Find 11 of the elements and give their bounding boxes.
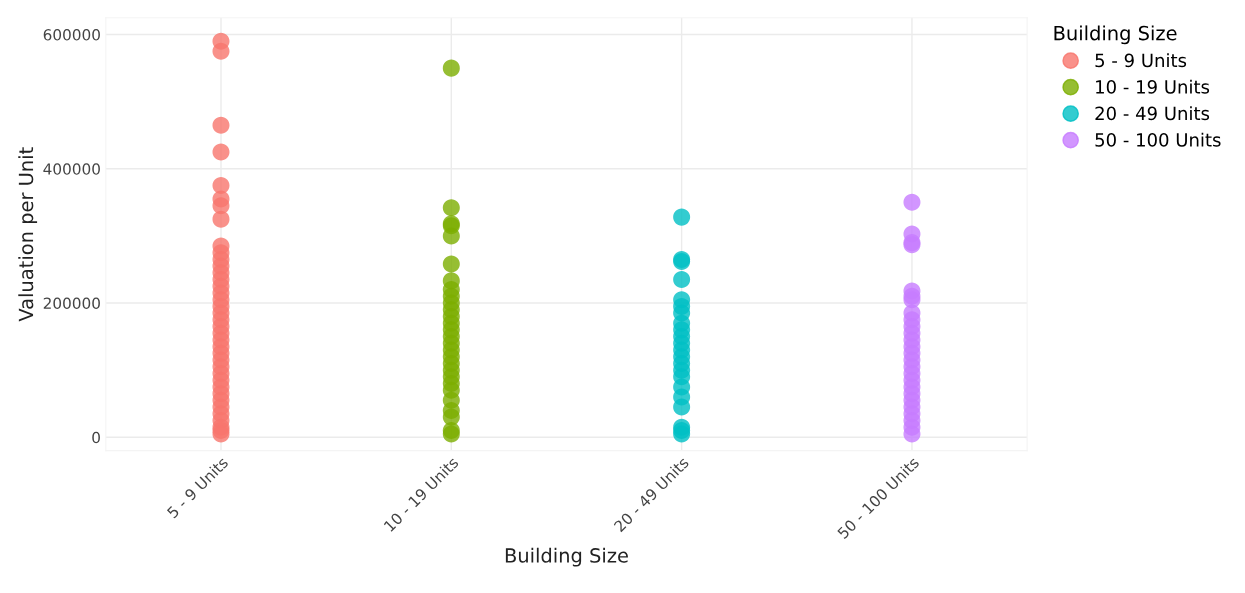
legend-label: 20 - 49 Units: [1095, 106, 1210, 121]
y-axis-title: Valuation per Unit: [18, 147, 38, 322]
legend-label: 10 - 19 Units: [1096, 79, 1210, 94]
legend-title: Building Size: [505, 547, 628, 567]
y-tick-label: 200000: [43, 297, 100, 310]
legend-label: 5 - 9 Units: [1095, 53, 1187, 68]
y-tick-label: 400000: [43, 163, 100, 175]
legend-label: 50 - 100 Units: [1095, 132, 1221, 147]
x-axis-title: Building Size: [1054, 25, 1177, 45]
y-tick-label: 600000: [43, 29, 100, 41]
y-tick-label: 0: [92, 431, 100, 444]
